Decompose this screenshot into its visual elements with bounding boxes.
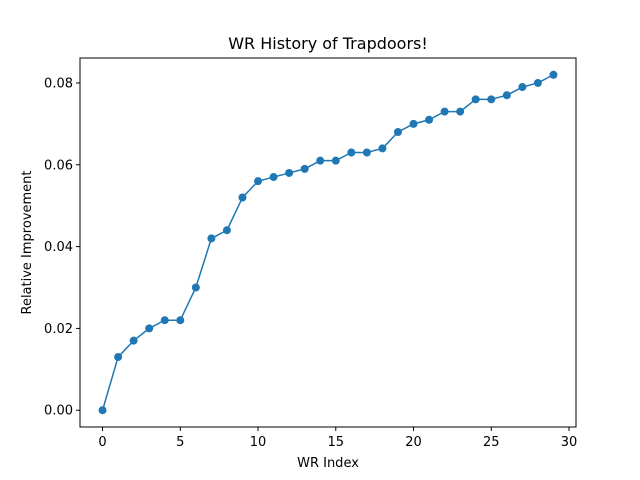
data-point xyxy=(362,148,371,157)
data-point xyxy=(207,234,216,243)
x-tick-label: 25 xyxy=(483,435,500,450)
y-tick-label: 0.04 xyxy=(44,240,73,255)
data-point xyxy=(533,78,542,87)
x-tick-label: 20 xyxy=(405,435,422,450)
data-point xyxy=(347,148,356,157)
x-axis-label: WR Index xyxy=(297,456,359,471)
data-point xyxy=(502,91,511,100)
data-point xyxy=(409,119,418,128)
data-point xyxy=(393,128,402,137)
data-point xyxy=(300,164,309,173)
data-point xyxy=(269,173,278,182)
chart-title: WR History of Trapdoors! xyxy=(228,34,428,53)
data-point xyxy=(222,226,231,235)
y-tick-label: 0.00 xyxy=(44,404,73,419)
data-point xyxy=(518,83,527,92)
data-point xyxy=(129,336,138,345)
data-point xyxy=(145,324,154,333)
series-layer xyxy=(98,70,558,415)
data-point xyxy=(456,107,465,116)
ticks-layer: 0 5 10 15 20 25 30 0.00 0.02 0.04 0.06 0.08 xyxy=(44,76,577,450)
data-point xyxy=(487,95,496,104)
data-point xyxy=(285,168,294,177)
data-point xyxy=(191,283,200,292)
data-point xyxy=(331,156,340,165)
data-point xyxy=(176,316,185,325)
data-point xyxy=(425,115,434,124)
x-tick-label: 0 xyxy=(98,435,106,450)
data-point xyxy=(238,193,247,202)
data-point xyxy=(549,70,558,79)
x-tick-label: 5 xyxy=(176,435,184,450)
y-tick-label: 0.02 xyxy=(44,322,73,337)
data-point xyxy=(316,156,325,165)
x-tick-label: 30 xyxy=(561,435,578,450)
data-point xyxy=(254,177,263,186)
plot-frame xyxy=(79,57,577,428)
y-axis-label: Relative Improvement xyxy=(20,170,35,314)
y-tick-label: 0.06 xyxy=(44,158,73,173)
data-point xyxy=(98,406,107,415)
data-point xyxy=(160,316,169,325)
data-point xyxy=(471,95,480,104)
data-point xyxy=(378,144,387,153)
x-tick-label: 15 xyxy=(328,435,345,450)
data-point xyxy=(114,353,123,362)
x-tick-label: 10 xyxy=(250,435,267,450)
y-tick-label: 0.08 xyxy=(44,76,73,91)
data-point xyxy=(440,107,449,116)
